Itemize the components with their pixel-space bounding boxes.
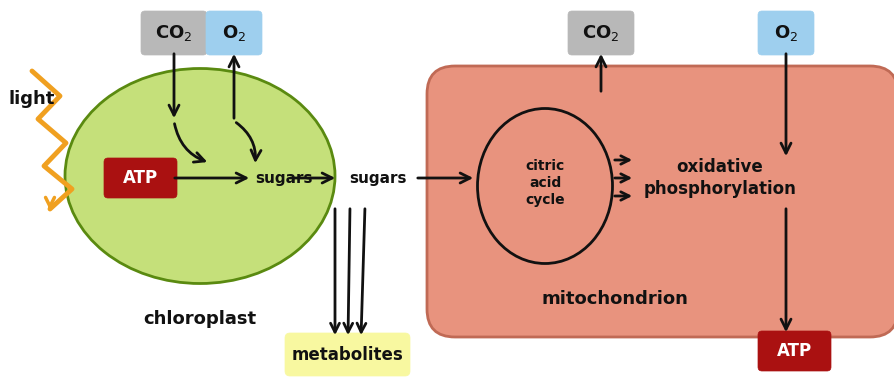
FancyBboxPatch shape [141,11,207,55]
Text: light: light [8,90,55,108]
FancyBboxPatch shape [284,333,409,376]
FancyBboxPatch shape [757,331,830,371]
Text: CO$_2$: CO$_2$ [155,23,192,43]
Text: sugars: sugars [349,171,406,186]
FancyBboxPatch shape [104,158,177,198]
FancyBboxPatch shape [757,11,813,55]
Text: O$_2$: O$_2$ [773,23,797,43]
Text: oxidative
phosphorylation: oxidative phosphorylation [643,158,796,198]
Ellipse shape [477,109,611,264]
Text: sugars: sugars [255,171,312,186]
Text: CO$_2$: CO$_2$ [582,23,619,43]
Text: citric
acid
cycle: citric acid cycle [525,159,564,207]
Text: chloroplast: chloroplast [143,310,257,328]
Text: mitochondrion: mitochondrion [541,290,687,308]
Ellipse shape [65,69,334,283]
Text: O$_2$: O$_2$ [222,23,246,43]
FancyBboxPatch shape [568,11,633,55]
Text: ATP: ATP [122,169,158,187]
FancyBboxPatch shape [206,11,262,55]
FancyBboxPatch shape [426,66,894,337]
Text: ATP: ATP [776,342,811,360]
Text: metabolites: metabolites [291,346,403,363]
